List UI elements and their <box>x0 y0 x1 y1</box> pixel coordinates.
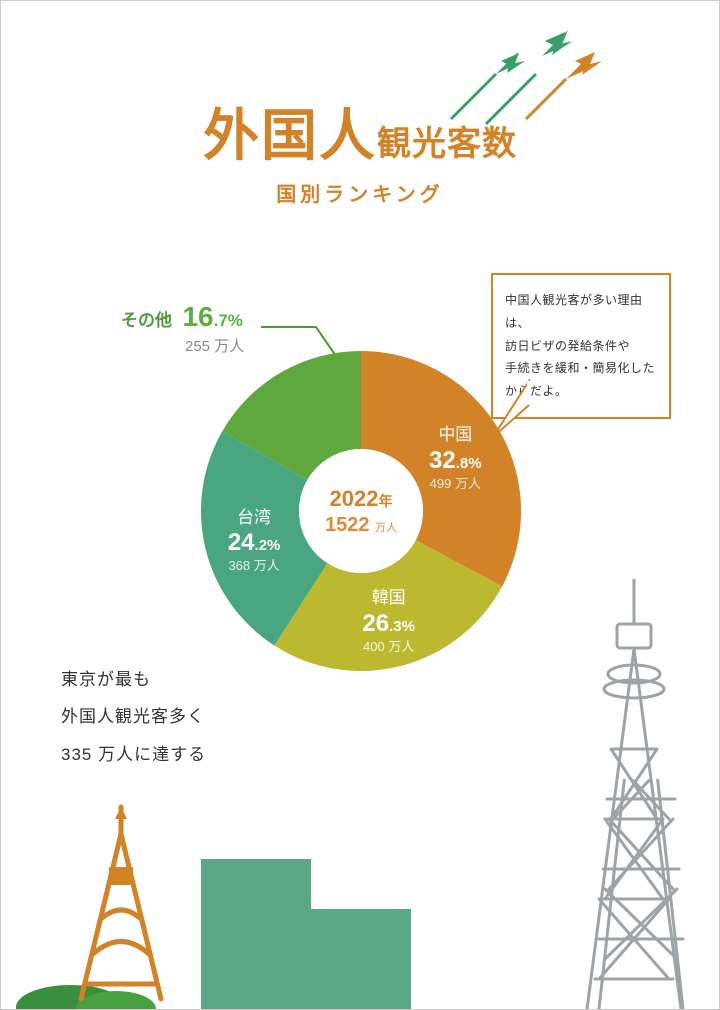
callout-line: 訪日ビザの発給条件や <box>505 335 657 358</box>
callout-line: 中国人観光客が多い理由は、 <box>505 289 657 335</box>
slice-label-korea: 韓国26.3%400 万人 <box>349 587 429 655</box>
other-name: その他 <box>121 311 172 330</box>
side-note: 東京が最も 外国人観光客多く 335 万人に達する <box>61 661 206 773</box>
donut-center: 2022年 1522 万人 <box>301 451 421 571</box>
title-main: 外国人 <box>203 104 377 167</box>
radio-tower <box>569 579 699 1009</box>
title-subtitle: 国別ランキング <box>1 178 719 207</box>
note-line: 東京が最も <box>61 661 206 698</box>
title-sub: 観光客数 <box>377 125 517 163</box>
slice-label-china: 中国32.8%499 万人 <box>415 424 495 492</box>
other-pct: 16.7% <box>182 301 242 332</box>
note-line: 外国人観光客多く <box>61 698 206 735</box>
callout-line: 手続きを緩和・簡易化した <box>505 357 657 380</box>
center-year: 2022年 <box>330 486 393 512</box>
slice-label-other: その他 16.7% 255 万人 <box>121 301 244 356</box>
page-title: 外国人観光客数 国別ランキング <box>1 91 719 207</box>
slice-label-taiwan: 台湾24.2%368 万人 <box>214 507 294 575</box>
note-line: 335 万人に達する <box>61 736 206 773</box>
center-total: 1522 万人 <box>325 514 397 537</box>
donut-chart: 2022年 1522 万人 中国32.8%499 万人韓国26.3%400 万人… <box>201 351 521 671</box>
